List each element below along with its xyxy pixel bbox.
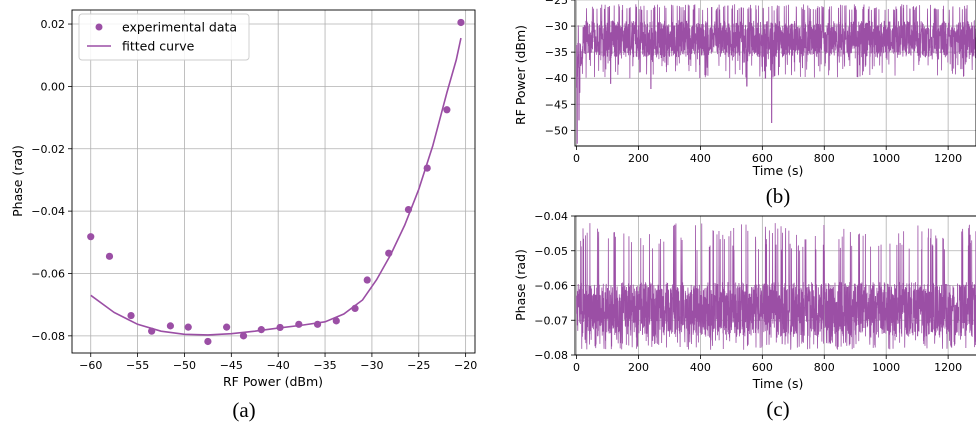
- x-tick-label: 1200: [934, 361, 962, 374]
- data-point: [363, 276, 371, 284]
- x-tick-label: 800: [814, 152, 835, 165]
- x-tick-label: 1000: [872, 361, 900, 374]
- x-tick-label: −60: [79, 359, 102, 372]
- y-tick-label: 0.02: [41, 18, 66, 31]
- x-axis-label-b: Time (s): [752, 163, 804, 178]
- data-point: [313, 320, 322, 328]
- y-tick-label: −50: [545, 124, 568, 137]
- x-tick-label: 200: [628, 361, 649, 374]
- x-tick-label: −55: [126, 359, 149, 372]
- rf-power-trace: [576, 4, 976, 144]
- y-tick-label: −0.08: [31, 330, 65, 343]
- x-tick-label: −50: [173, 359, 196, 372]
- plot-frame-a: [71, 9, 476, 354]
- legend-marker-experimental: [95, 23, 103, 31]
- y-tick-label: −45: [545, 98, 568, 111]
- data-point: [184, 323, 192, 331]
- x-tick-label: 1000: [872, 152, 900, 165]
- chart-panel-c: 0 200 400 600 800 1000 1200 −0.08−0.07−0.06−0.…: [513, 210, 976, 421]
- y-tick-label: −0.06: [31, 267, 65, 280]
- plot-frame-b: [574, 0, 976, 147]
- x-tick-label: 400: [690, 361, 711, 374]
- y-tick-label: −30: [545, 20, 568, 33]
- data-point: [457, 18, 465, 27]
- legend-box: [78, 13, 250, 61]
- y-ticks-b: −50 −45 −40 −35 −30 −25: [545, 0, 575, 137]
- x-tick-label: 800: [814, 361, 835, 374]
- data-point: [239, 332, 248, 340]
- data-point: [276, 323, 284, 332]
- x-ticks-b: 0 200 400 600 800 1000 1200: [573, 146, 962, 165]
- x-axis-label-a: RF Power (dBm): [223, 374, 323, 389]
- y-tick-label: 0.00: [41, 80, 66, 93]
- data-point: [404, 205, 413, 214]
- data-point: [332, 317, 340, 325]
- panel-label-c: (c): [766, 397, 789, 421]
- data-point: [257, 326, 265, 334]
- x-tick-label: 600: [752, 152, 773, 165]
- data-point: [385, 249, 393, 257]
- data-point: [87, 233, 95, 241]
- x-ticks-c: 0 200 400 600 800 1000 1200: [573, 355, 962, 374]
- data-point: [105, 252, 114, 260]
- data-point: [166, 322, 175, 330]
- x-tick-label: −25: [407, 359, 430, 372]
- x-tick-label: −30: [360, 359, 383, 372]
- data-point: [443, 106, 451, 114]
- legend-label-fitted: fitted curve: [122, 39, 195, 54]
- data-point: [223, 323, 231, 331]
- data-point: [423, 164, 431, 172]
- data-point: [204, 337, 212, 346]
- x-tick-label: 400: [690, 152, 711, 165]
- legend-a: experimental data fitted curve: [78, 13, 250, 61]
- grid-a: [72, 10, 475, 353]
- data-point: [148, 327, 156, 335]
- chart-panel-a: −60 −55 −50 −45 −40 −35 −30 −25 −20 −0.08−0.06−0…: [10, 9, 477, 422]
- y-axis-label-c: Phase (rad): [513, 249, 528, 321]
- y-ticks-c: −0.08 −0.07 −0.06 −0.05 −0.04: [534, 210, 575, 362]
- panel-label-a: (a): [232, 398, 255, 422]
- x-tick-label: 0: [573, 152, 580, 165]
- x-tick-label: 200: [628, 152, 649, 165]
- phase-trace: [576, 223, 976, 350]
- x-tick-label: 600: [752, 361, 773, 374]
- fitted-curve-line: [90, 37, 462, 336]
- data-point: [351, 304, 359, 313]
- y-tick-label: −25: [545, 0, 568, 7]
- y-tick-label: −0.04: [534, 210, 568, 223]
- y-tick-label: −0.02: [31, 143, 65, 156]
- y-tick-label: −0.07: [534, 314, 568, 327]
- y-tick-label: −0.06: [534, 280, 568, 293]
- y-tick-label: −0.08: [534, 349, 568, 362]
- y-tick-label: −0.05: [534, 245, 568, 258]
- y-tick-label: −0.04: [31, 205, 65, 218]
- panel-label-b: (b): [766, 184, 791, 208]
- experimental-points-a: [87, 18, 465, 346]
- fitted-curve-a: [90, 37, 462, 336]
- y-axis-label-b: RF Power (dBm): [513, 25, 528, 125]
- x-tick-label: 1200: [934, 152, 962, 165]
- x-tick-label: −20: [454, 359, 477, 372]
- x-tick-label: −35: [313, 359, 336, 372]
- y-axis-label-a: Phase (rad): [10, 145, 25, 217]
- data-point: [127, 311, 135, 320]
- y-tick-label: −35: [545, 46, 568, 59]
- x-tick-label: 0: [573, 361, 580, 374]
- x-axis-label-c: Time (s): [752, 376, 804, 391]
- x-tick-label: −40: [267, 359, 290, 372]
- y-tick-label: −40: [545, 72, 568, 85]
- x-tick-label: −45: [220, 359, 243, 372]
- data-point: [295, 320, 303, 328]
- chart-panel-b: 0 200 400 600 800 1000 1200 −50 −45 −40 −35 −30 −25…: [513, 0, 976, 208]
- y-ticks-a: −0.08 −0.06 −0.04 −0.02 0.00 0.02: [31, 18, 72, 343]
- x-ticks-a: −60 −55 −50 −45 −40 −35 −30 −25 −20: [79, 353, 477, 372]
- legend-label-experimental: experimental data: [122, 20, 237, 35]
